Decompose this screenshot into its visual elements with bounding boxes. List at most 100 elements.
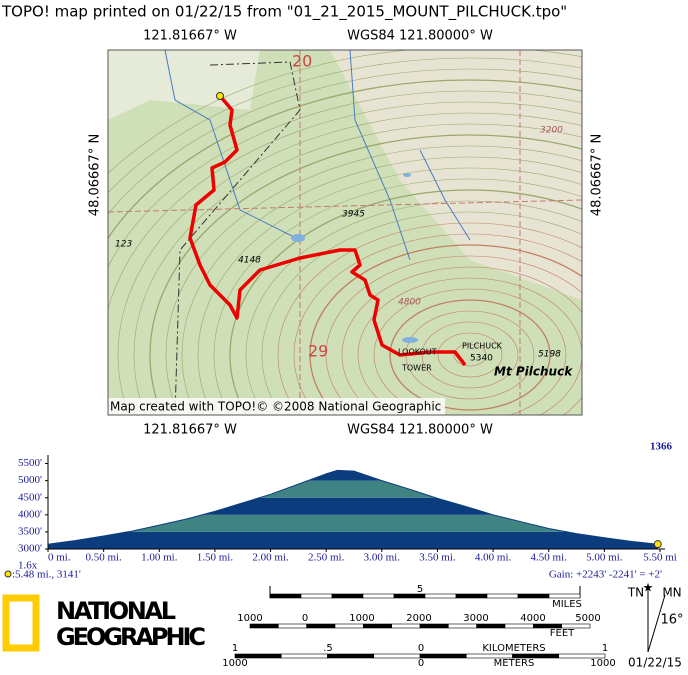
map-feature: 4800: [398, 298, 421, 308]
scale-label: .5: [323, 643, 333, 654]
lake: [291, 234, 305, 242]
clearing: [108, 50, 260, 120]
map-feature: 123: [115, 240, 132, 250]
map-feature: PILCHUCK: [462, 342, 503, 351]
coord-label: 121.81667° W: [143, 29, 237, 44]
contour-line: [165, 145, 582, 415]
contour-line: [213, 178, 582, 415]
north-label: TN: [627, 586, 644, 600]
coord-label: 48.06667° N: [590, 134, 605, 216]
elevation-band: [48, 497, 658, 515]
map-feature: 3200: [540, 126, 563, 136]
contour-line: [108, 68, 582, 215]
profile-id: 1366: [650, 441, 673, 453]
map: 20 29 3945 4148 4800 3200 123 PILCHUCK 5…: [108, 50, 582, 415]
contour-line: [117, 112, 582, 415]
contour-line: [277, 222, 582, 415]
scale-unit: KILOMETERS: [482, 643, 545, 654]
lake: [402, 337, 418, 343]
x-tick-label: 5.00 mi.: [586, 552, 623, 564]
scale-label: 0: [302, 613, 308, 624]
x-tick-label: 0.50 mi.: [85, 552, 122, 564]
contour-line: [437, 332, 503, 378]
contour-line: [181, 156, 582, 415]
scale-segment: [504, 623, 534, 629]
contour-line: [149, 134, 582, 415]
scale-unit: FEET: [550, 628, 575, 639]
stream: [164, 50, 471, 261]
scale-label: 0: [418, 658, 424, 669]
elevation-band: [48, 455, 660, 464]
contour-line: [421, 321, 519, 389]
contour-line: [108, 90, 582, 268]
scale-segment: [448, 623, 477, 629]
logo-text: GEOGRAPHIC: [56, 623, 206, 651]
scale-segment: [306, 623, 336, 629]
scale-segment: [512, 653, 560, 659]
scale-label: 2000: [406, 613, 431, 624]
scale-label: 5000: [575, 613, 600, 624]
scale-label: 1: [602, 643, 608, 654]
boundary: [174, 61, 301, 415]
contour-line: [108, 57, 582, 194]
logo-text: NATIONAL: [56, 597, 176, 625]
scale-segment: [533, 623, 562, 629]
profile-line: [47, 469, 658, 545]
elevation-profile: 3000' 3500' 4000' 4500' 5000' 5500' 0 mi. 0.50 …: [18, 455, 677, 564]
contours: [108, 50, 582, 415]
y-tick-label: 4000': [18, 508, 42, 520]
contour-line: [325, 255, 582, 415]
scale-segment: [486, 593, 519, 599]
scale-segment: [465, 653, 513, 659]
contour-line: [133, 123, 582, 415]
section-line: [108, 50, 582, 415]
logo-frame: [2, 594, 40, 652]
scale-label: 3000: [463, 613, 488, 624]
scale-bars: 5 MILES 1000 0 1000 2000 3000 4000 5000 …: [222, 584, 615, 669]
map-feature: 20: [292, 52, 312, 71]
marker-legend-dot: [4, 570, 12, 578]
coord-label: WGS84 121.80000° W: [347, 423, 493, 438]
scale-segment: [424, 593, 457, 599]
map-feature: LOOKOUT: [398, 348, 437, 357]
scale-unit: METERS: [494, 658, 535, 669]
x-tick-label: 3.00 mi.: [364, 552, 401, 564]
north-arrow: ★ TN MN 16° 01/22/15: [627, 581, 684, 670]
scale-segment: [280, 653, 328, 659]
scale-segment: [249, 623, 279, 629]
scale-label: 0: [418, 643, 424, 654]
contour-line: [453, 343, 487, 367]
scale-segment: [363, 623, 392, 629]
x-tick-label: 0 mi.: [48, 552, 71, 564]
x-tick-label: 4.50 mi.: [531, 552, 568, 564]
x-tick-label: 4.00 mi.: [475, 552, 512, 564]
contour-line: [341, 266, 582, 415]
north-star: ★: [643, 581, 654, 595]
end-marker: [653, 540, 662, 549]
map-feature: 5198: [538, 350, 561, 360]
x-tick-label: 1.00 mi.: [141, 552, 178, 564]
y-tick-label: 3000': [18, 543, 42, 555]
contour-line: [261, 211, 582, 415]
scale-label: 4000: [520, 613, 545, 624]
scale-segment: [419, 653, 467, 659]
contour-line: [293, 233, 582, 415]
y-tick-label: 5500': [18, 457, 42, 469]
marker-label: :5.48 mi., 3141': [12, 569, 81, 581]
scale-segment: [278, 623, 307, 629]
contour-line: [108, 79, 582, 240]
elevation-band: [48, 531, 658, 549]
title: TOPO! map printed on 01/22/15 from "01_2…: [1, 3, 567, 22]
scale-segment: [331, 593, 364, 599]
color-bands: [48, 455, 660, 549]
scale-label: 1: [232, 643, 238, 654]
scale-unit: MILES: [552, 599, 582, 610]
scale-segment: [327, 653, 375, 659]
scale-segment: [558, 653, 606, 659]
elevation-band: [48, 514, 658, 532]
clearing: [330, 50, 582, 300]
map-feature: TOWER: [401, 364, 432, 373]
scale-label: 5: [417, 584, 423, 595]
scale-segment: [476, 623, 506, 629]
credit-background: [108, 398, 445, 415]
